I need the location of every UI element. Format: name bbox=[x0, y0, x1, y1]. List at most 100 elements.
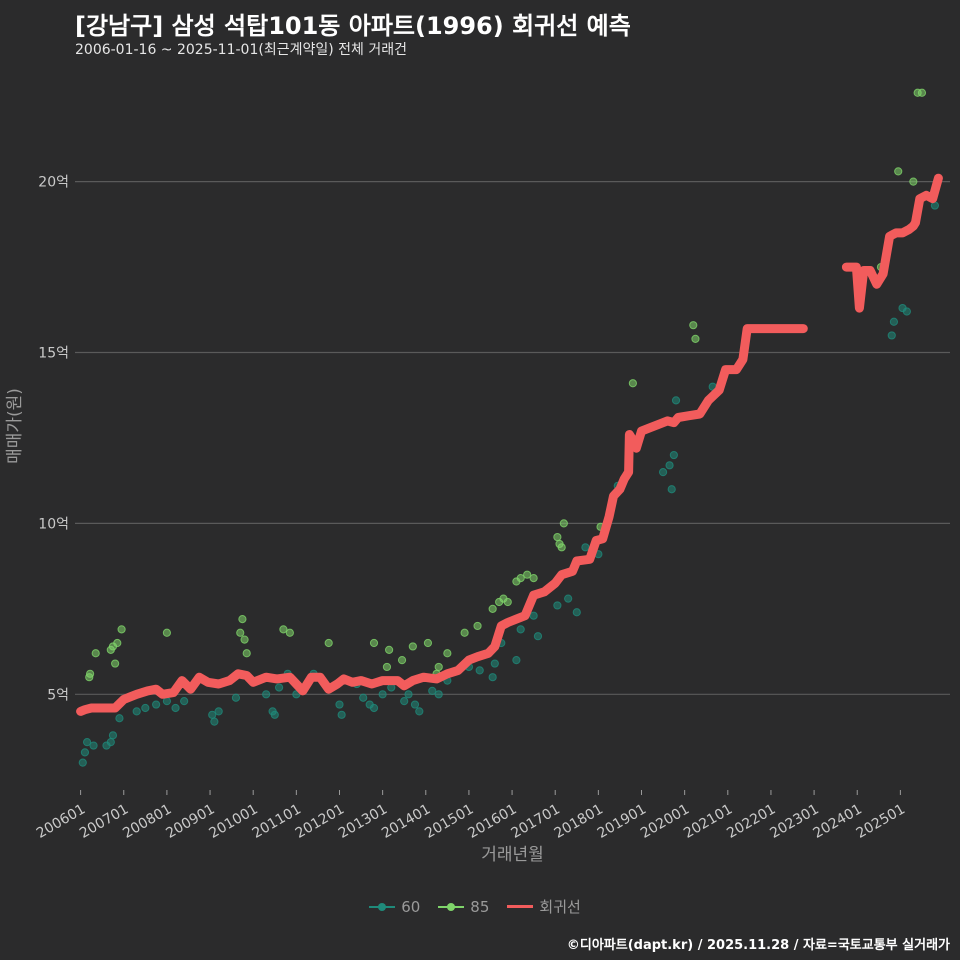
point-60 bbox=[115, 714, 124, 723]
chart-title: [강남구] 삼성 석탑101동 아파트(1996) 회귀선 예측 bbox=[75, 12, 631, 40]
x-tick-label: 201201 bbox=[293, 801, 347, 842]
x-tick-label: 200601 bbox=[34, 801, 88, 842]
x-tick-label: 202401 bbox=[811, 801, 865, 842]
y-tick-label: 5억 bbox=[47, 687, 69, 703]
regression-line bbox=[76, 173, 943, 716]
point-60 bbox=[581, 543, 590, 552]
legend-label-regression: 회귀선 bbox=[539, 898, 581, 916]
point-60 bbox=[658, 468, 668, 477]
point-85 bbox=[91, 649, 100, 658]
point-85 bbox=[285, 628, 294, 637]
point-85 bbox=[408, 642, 417, 651]
point-60 bbox=[89, 741, 98, 750]
point-60 bbox=[475, 666, 484, 675]
series-85-points bbox=[85, 88, 927, 682]
point-85 bbox=[909, 177, 918, 186]
point-85 bbox=[162, 628, 172, 637]
point-60 bbox=[667, 485, 676, 494]
point-85 bbox=[113, 638, 122, 648]
point-85 bbox=[503, 597, 512, 607]
point-60 bbox=[488, 673, 497, 682]
x-tick-label: 202101 bbox=[681, 801, 735, 842]
point-60 bbox=[210, 717, 219, 726]
grid-lines bbox=[75, 181, 950, 695]
x-tick-label: 201101 bbox=[250, 801, 304, 842]
point-85 bbox=[523, 570, 532, 579]
point-85 bbox=[423, 638, 433, 648]
point-60 bbox=[231, 693, 241, 702]
point-85 bbox=[488, 604, 497, 613]
point-60 bbox=[564, 594, 573, 603]
point-85 bbox=[242, 649, 251, 658]
point-60 bbox=[162, 697, 172, 706]
point-85 bbox=[111, 659, 120, 668]
point-60 bbox=[274, 683, 284, 692]
point-85 bbox=[689, 321, 698, 330]
point-60 bbox=[428, 686, 437, 695]
point-85 bbox=[369, 638, 379, 648]
point-85 bbox=[691, 334, 700, 343]
point-60 bbox=[410, 700, 420, 709]
y-tick-label: 15억 bbox=[38, 346, 69, 362]
point-85 bbox=[382, 662, 392, 672]
point-85 bbox=[279, 625, 288, 634]
point-85 bbox=[516, 573, 525, 583]
y-axis-ticks: 5억 10억 15억 20억 bbox=[38, 175, 69, 704]
point-60 bbox=[415, 707, 424, 716]
point-60 bbox=[669, 450, 678, 460]
regression-segment bbox=[841, 173, 943, 313]
point-60 bbox=[108, 731, 118, 740]
x-tick-label: 200701 bbox=[77, 801, 131, 842]
x-tick-label: 202001 bbox=[638, 801, 692, 842]
point-60 bbox=[902, 307, 911, 316]
legend-key-85 bbox=[438, 900, 465, 914]
point-60 bbox=[171, 703, 180, 713]
legend-key-regression bbox=[507, 900, 534, 914]
point-85 bbox=[443, 649, 452, 658]
point-60 bbox=[572, 608, 581, 617]
chart-subtitle: 2006-01-16 ~ 2025-11-01(최근계약일) 전체 거래건 bbox=[75, 42, 407, 58]
point-60 bbox=[529, 611, 538, 620]
point-60 bbox=[516, 625, 525, 634]
point-60 bbox=[378, 690, 387, 699]
x-axis-ticks: 2006012007012008012009012010012011012012… bbox=[34, 790, 908, 842]
point-60 bbox=[270, 710, 279, 719]
point-60 bbox=[665, 461, 674, 470]
y-axis-label: 매매가(원) bbox=[5, 388, 25, 464]
point-60 bbox=[80, 748, 90, 757]
point-60 bbox=[434, 690, 443, 699]
legend-label-85: 85 bbox=[470, 897, 490, 916]
point-60 bbox=[214, 707, 223, 716]
point-60 bbox=[262, 690, 271, 699]
point-85 bbox=[117, 625, 126, 634]
point-60 bbox=[553, 601, 562, 610]
x-tick-label: 202501 bbox=[854, 801, 908, 842]
point-85 bbox=[434, 662, 443, 672]
point-60 bbox=[359, 693, 368, 702]
x-tick-label: 201601 bbox=[465, 801, 519, 842]
point-60 bbox=[106, 738, 115, 747]
point-60 bbox=[887, 331, 896, 340]
x-tick-label: 200801 bbox=[120, 801, 174, 842]
legend-label-60: 60 bbox=[401, 897, 421, 916]
point-60 bbox=[82, 738, 92, 747]
y-tick-label: 20억 bbox=[38, 175, 69, 191]
point-85 bbox=[238, 615, 247, 624]
x-tick-label: 201301 bbox=[336, 801, 390, 842]
point-60 bbox=[512, 656, 521, 665]
point-60 bbox=[533, 632, 543, 641]
point-60 bbox=[369, 703, 379, 713]
point-85 bbox=[529, 573, 538, 583]
x-tick-label: 201001 bbox=[207, 801, 261, 842]
legend-item-60: 60 bbox=[369, 898, 420, 916]
point-60 bbox=[400, 697, 409, 706]
point-60 bbox=[490, 659, 499, 668]
legend-key-60 bbox=[369, 900, 396, 914]
point-85 bbox=[86, 669, 95, 678]
x-tick-label: 201901 bbox=[595, 801, 649, 842]
point-60 bbox=[78, 758, 87, 767]
point-85 bbox=[553, 532, 562, 542]
point-85 bbox=[473, 621, 482, 631]
x-axis-label: 거래년월 bbox=[481, 845, 544, 865]
